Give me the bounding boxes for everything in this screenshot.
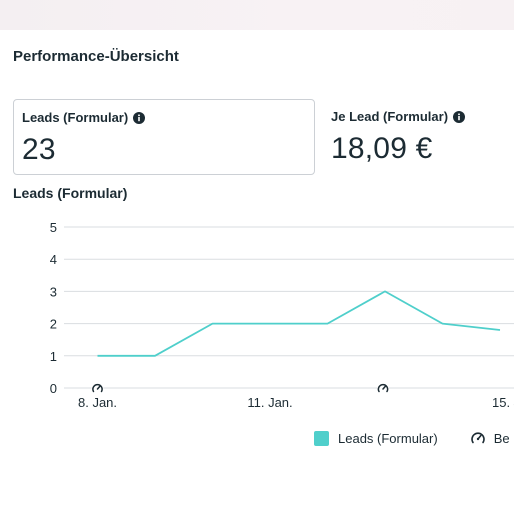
x-tick-label: 11. Jan. [247, 395, 292, 410]
gauge-icon[interactable] [377, 382, 389, 394]
metric-card-cost-per-lead[interactable]: Je Lead (Formular) 18,09 € [331, 99, 514, 175]
section-title: Performance-Übersicht [13, 48, 179, 65]
chart-legend: Leads (Formular) Be [314, 430, 510, 446]
legend-item[interactable]: Be [470, 430, 510, 446]
y-tick-label: 5 [50, 220, 57, 235]
gauge-icon[interactable] [91, 382, 104, 394]
y-tick-label: 2 [50, 317, 57, 332]
x-tick-label: 8. Jan. [78, 395, 117, 410]
metric-value: 23 [22, 133, 56, 166]
top-bar [0, 0, 514, 30]
metric-label: Je Lead (Formular) [331, 109, 466, 124]
legend-swatch [314, 430, 329, 446]
x-tick-label: 15. Ja [492, 395, 514, 410]
chart-title: Leads (Formular) [13, 185, 128, 201]
legend-label[interactable]: Leads (Formular) [338, 430, 438, 446]
series-line [97, 290, 501, 357]
info-icon[interactable] [453, 110, 466, 123]
metric-value: 18,09 € [331, 132, 433, 165]
legend-label: Be [493, 430, 510, 446]
y-tick-label: 3 [50, 284, 57, 299]
y-tick-label: 1 [50, 349, 57, 364]
metric-card-leads[interactable]: Leads (Formular) 23 [13, 99, 315, 175]
metric-label-text: Leads (Formular) [22, 110, 129, 125]
metric-label: Leads (Formular) [22, 110, 146, 125]
info-icon[interactable] [133, 111, 146, 124]
gauge-icon [470, 432, 485, 444]
metric-label-text: Je Lead (Formular) [331, 109, 449, 124]
line-chart[interactable]: 0 1 2 3 4 5 8. Jan. 11. Jan. 15. Ja [0, 210, 514, 410]
y-tick-label: 4 [50, 252, 57, 267]
y-tick-label: 0 [50, 381, 57, 396]
